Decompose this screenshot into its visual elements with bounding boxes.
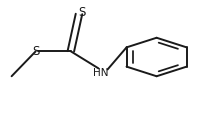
Text: HN: HN <box>92 67 108 77</box>
Text: S: S <box>32 44 39 57</box>
Text: S: S <box>78 6 85 19</box>
